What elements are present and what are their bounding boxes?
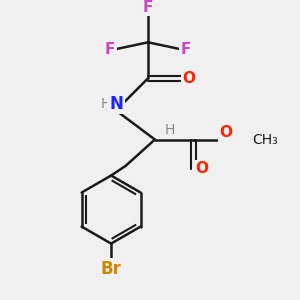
Text: F: F bbox=[105, 42, 115, 57]
Text: N: N bbox=[109, 94, 123, 112]
Text: F: F bbox=[143, 0, 153, 15]
Text: F: F bbox=[181, 42, 191, 57]
Text: O: O bbox=[195, 161, 208, 176]
Text: H: H bbox=[164, 123, 175, 137]
Text: O: O bbox=[219, 125, 232, 140]
Text: Br: Br bbox=[101, 260, 122, 278]
Text: H: H bbox=[101, 97, 111, 111]
Text: O: O bbox=[182, 71, 195, 86]
Text: CH₃: CH₃ bbox=[252, 133, 278, 146]
